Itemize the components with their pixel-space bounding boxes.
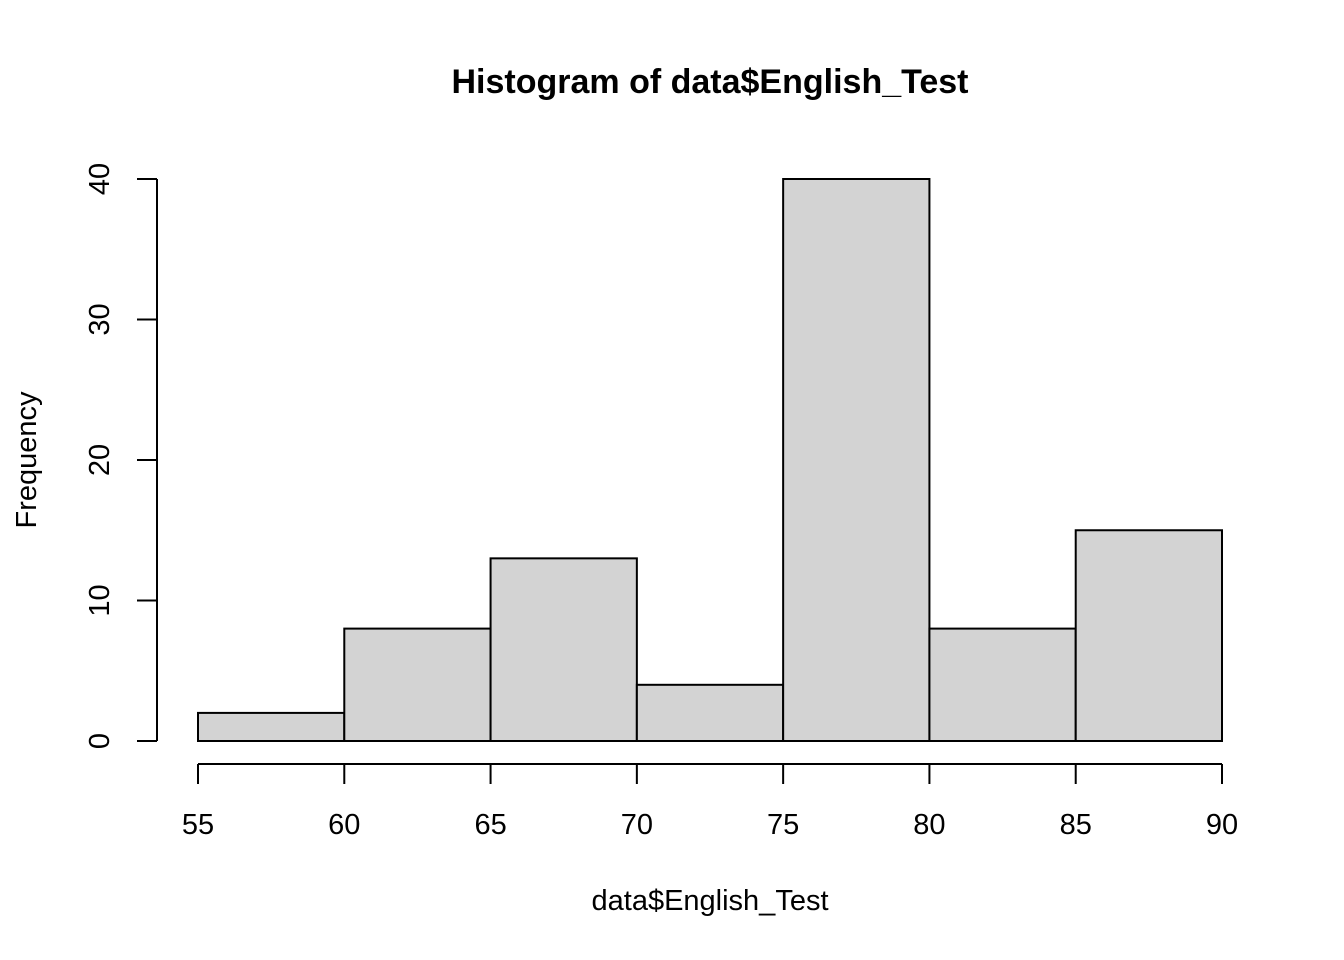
x-tick-label: 55 [182, 809, 214, 841]
x-tick-label: 80 [913, 809, 945, 841]
histogram-bar [489, 557, 638, 742]
x-tick-label: 70 [621, 809, 653, 841]
histogram-bar [782, 178, 931, 742]
x-tick-label: 90 [1206, 809, 1238, 841]
y-tick-label: 10 [84, 584, 116, 616]
x-tick-label: 75 [767, 809, 799, 841]
histogram-bars [197, 178, 1223, 743]
histogram-bar [1074, 529, 1223, 742]
histogram-bar [197, 711, 346, 743]
x-tick-label: 85 [1060, 809, 1092, 841]
y-tick-label: 20 [84, 444, 116, 476]
x-tick-label: 60 [328, 809, 360, 841]
histogram-bar [343, 627, 492, 742]
histogram-bar [928, 627, 1077, 742]
y-axis-label: Frequency [11, 391, 43, 529]
x-axis-label: data$English_Test [592, 885, 829, 917]
y-tick-label: 40 [84, 163, 116, 195]
chart-title: Histogram of data$English_Test [451, 63, 968, 101]
y-axis: 0 10 20 30 40 [84, 163, 158, 749]
histogram-bar [635, 683, 785, 742]
x-axis: 55 60 65 70 75 80 85 90 [182, 763, 1238, 841]
y-tick-label: 0 [84, 733, 116, 749]
y-tick-label: 30 [84, 303, 116, 335]
x-tick-label: 65 [474, 809, 506, 841]
